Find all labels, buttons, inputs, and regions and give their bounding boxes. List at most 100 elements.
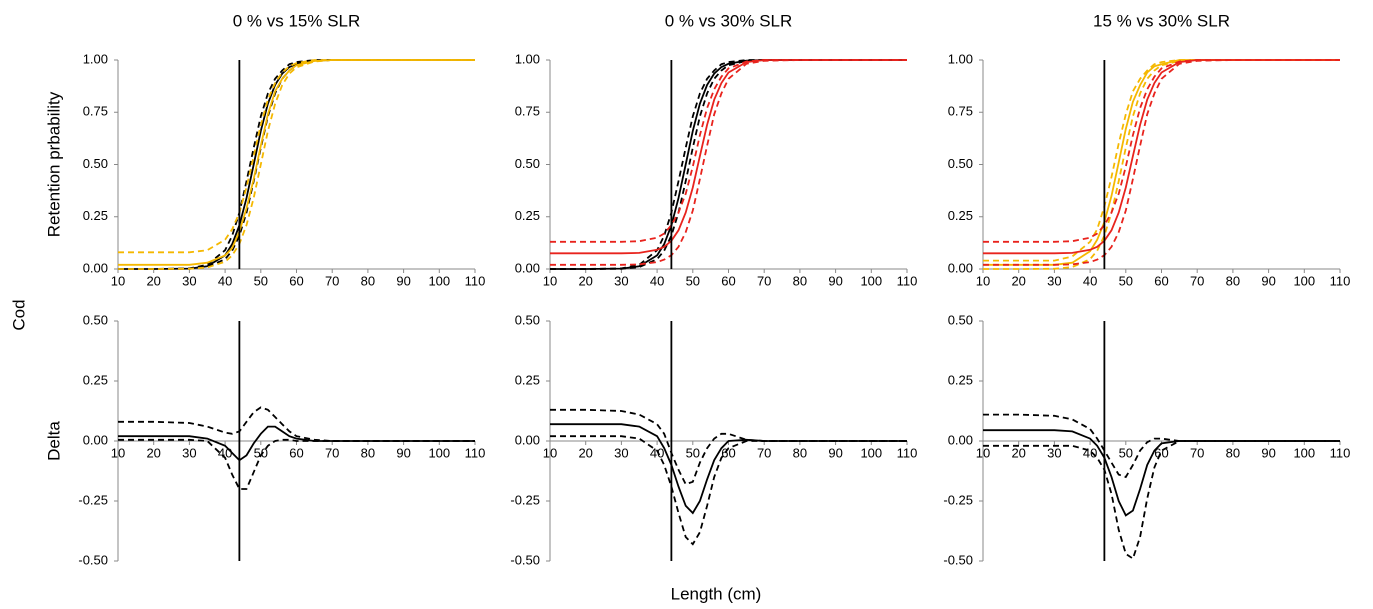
series-line [118, 59, 475, 270]
x-tick-label: 90 [1261, 445, 1275, 460]
x-tick-label: 10 [976, 273, 990, 288]
y-tick-label: 0.25 [83, 208, 108, 223]
series-line [983, 59, 1340, 243]
y-tick-label: -0.50 [78, 552, 108, 567]
x-tick-label: 20 [146, 445, 160, 460]
series-line [118, 59, 475, 270]
series-line [118, 59, 475, 266]
chart-title: 0 % vs 15% SLR [233, 11, 361, 30]
y-tick-label: 0.00 [948, 432, 973, 447]
y-tick-label: 0.00 [83, 260, 108, 275]
x-tick-label: 80 [1226, 445, 1240, 460]
x-tick-label: 100 [1293, 445, 1315, 460]
x-tick-label: 50 [686, 273, 700, 288]
y-tick-label: -0.25 [943, 492, 973, 507]
x-tick-label: 40 [650, 445, 664, 460]
series-line [550, 59, 907, 243]
x-tick-label: 70 [325, 445, 339, 460]
y-tick-label: 0.25 [948, 372, 973, 387]
y-tick-label: 0.00 [83, 432, 108, 447]
series-line [118, 406, 475, 442]
x-tick-label: 50 [254, 273, 268, 288]
series-line [983, 59, 1340, 262]
series-line [550, 435, 907, 546]
row-label: Cod [9, 299, 28, 330]
x-axis-title: Length (cm) [671, 584, 762, 603]
x-tick-label: 80 [361, 273, 375, 288]
y-tick-label: 0.75 [515, 104, 540, 119]
chart-title: 15 % vs 30% SLR [1093, 11, 1230, 30]
x-tick-label: 60 [1154, 273, 1168, 288]
x-tick-label: 60 [289, 273, 303, 288]
x-tick-label: 110 [1330, 273, 1351, 288]
series-line [983, 59, 1340, 266]
x-tick-label: 50 [1119, 273, 1133, 288]
y-tick-label: 0.50 [515, 156, 540, 171]
x-tick-label: 30 [614, 445, 628, 460]
x-tick-label: 110 [465, 273, 486, 288]
y-tick-label: 0.25 [948, 208, 973, 223]
x-tick-label: 70 [1190, 445, 1204, 460]
x-tick-label: 80 [361, 445, 375, 460]
x-tick-label: 20 [578, 445, 592, 460]
x-tick-label: 30 [614, 273, 628, 288]
y-tick-label: 0.25 [83, 372, 108, 387]
series-line [550, 59, 907, 270]
x-tick-label: 20 [146, 273, 160, 288]
x-tick-label: 30 [182, 273, 196, 288]
x-tick-label: 40 [1083, 445, 1097, 460]
series-line [118, 438, 475, 490]
y-axis-title: Retention prbability [44, 91, 63, 237]
x-tick-label: 10 [111, 273, 125, 288]
x-tick-label: 40 [1083, 273, 1097, 288]
y-tick-label: 0.75 [948, 104, 973, 119]
x-tick-label: 100 [860, 273, 882, 288]
series-line [550, 59, 907, 255]
x-tick-label: 30 [1047, 273, 1061, 288]
x-tick-label: 70 [1190, 273, 1204, 288]
y-tick-label: 0.50 [83, 156, 108, 171]
y-tick-label: 0.25 [515, 208, 540, 223]
x-tick-label: 30 [182, 445, 196, 460]
x-tick-label: 40 [218, 273, 232, 288]
x-tick-label: 110 [897, 273, 918, 288]
chart-title: 0 % vs 30% SLR [665, 11, 793, 30]
series-line [118, 59, 475, 270]
x-tick-label: 60 [721, 273, 735, 288]
series-line [983, 413, 1340, 479]
series-line [983, 429, 1340, 517]
y-tick-label: -0.50 [943, 552, 973, 567]
y-tick-label: -0.50 [510, 552, 540, 567]
x-tick-label: 30 [1047, 445, 1061, 460]
x-tick-label: 60 [721, 445, 735, 460]
x-tick-label: 100 [428, 273, 450, 288]
x-tick-label: 100 [860, 445, 882, 460]
series-line [550, 408, 907, 486]
x-tick-label: 90 [828, 445, 842, 460]
x-tick-label: 20 [578, 273, 592, 288]
y-tick-label: -0.25 [510, 492, 540, 507]
y-tick-label: -0.25 [78, 492, 108, 507]
y-tick-label: 0.00 [948, 260, 973, 275]
y-tick-label: 0.25 [515, 372, 540, 387]
x-tick-label: 110 [1330, 445, 1351, 460]
series-line [550, 59, 907, 266]
x-tick-label: 80 [793, 273, 807, 288]
y-tick-label: 0.50 [948, 312, 973, 327]
x-tick-label: 80 [793, 445, 807, 460]
x-tick-label: 90 [828, 273, 842, 288]
x-tick-label: 70 [757, 445, 771, 460]
y-tick-label: 0.50 [948, 156, 973, 171]
y-tick-label: 0.50 [83, 312, 108, 327]
x-tick-label: 50 [1119, 445, 1133, 460]
x-tick-label: 100 [1293, 273, 1315, 288]
series-line [983, 59, 1340, 266]
y-tick-label: 0.50 [515, 312, 540, 327]
series-line [983, 59, 1340, 270]
y-axis-title: Delta [44, 421, 63, 461]
x-tick-label: 110 [897, 445, 918, 460]
y-tick-label: 1.00 [515, 51, 540, 66]
x-tick-label: 100 [428, 445, 450, 460]
x-tick-label: 50 [686, 445, 700, 460]
